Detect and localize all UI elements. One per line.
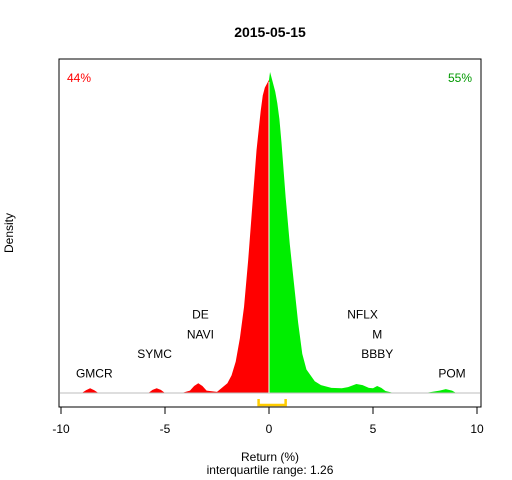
ticker-annotations: GMCR SYMC DE NAVI NFLX M BBBY POM: [76, 308, 466, 381]
ticker-label-m: M: [372, 327, 382, 341]
negative-density-area: [63, 79, 269, 393]
iqr-subtitle: interquartile range: 1.26: [207, 463, 334, 477]
ticker-label-symc: SYMC: [137, 347, 172, 361]
x-axis: -10 -5 0 5 10: [52, 406, 484, 436]
x-tick-label: 5: [370, 422, 377, 436]
x-tick-label: 0: [266, 422, 273, 436]
ticker-label-de: DE: [192, 308, 209, 322]
chart-title: 2015-05-15: [234, 24, 306, 40]
x-tick-label: 10: [470, 422, 484, 436]
positive-density-area: [269, 72, 475, 393]
ticker-label-nflx: NFLX: [347, 308, 378, 322]
ticker-label-navi: NAVI: [187, 327, 214, 341]
negative-share-label: 44%: [67, 71, 91, 85]
x-tick-label: -10: [52, 422, 70, 436]
positive-share-label: 55%: [448, 71, 472, 85]
ticker-label-gmcr: GMCR: [76, 366, 113, 380]
x-axis-label: Return (%): [241, 450, 299, 464]
x-tick-label: -5: [160, 422, 171, 436]
ticker-label-bbby: BBBY: [361, 347, 393, 361]
ticker-label-pom: POM: [438, 366, 465, 380]
iqr-bracket: [257, 399, 287, 407]
y-axis-label: Density: [2, 213, 16, 253]
